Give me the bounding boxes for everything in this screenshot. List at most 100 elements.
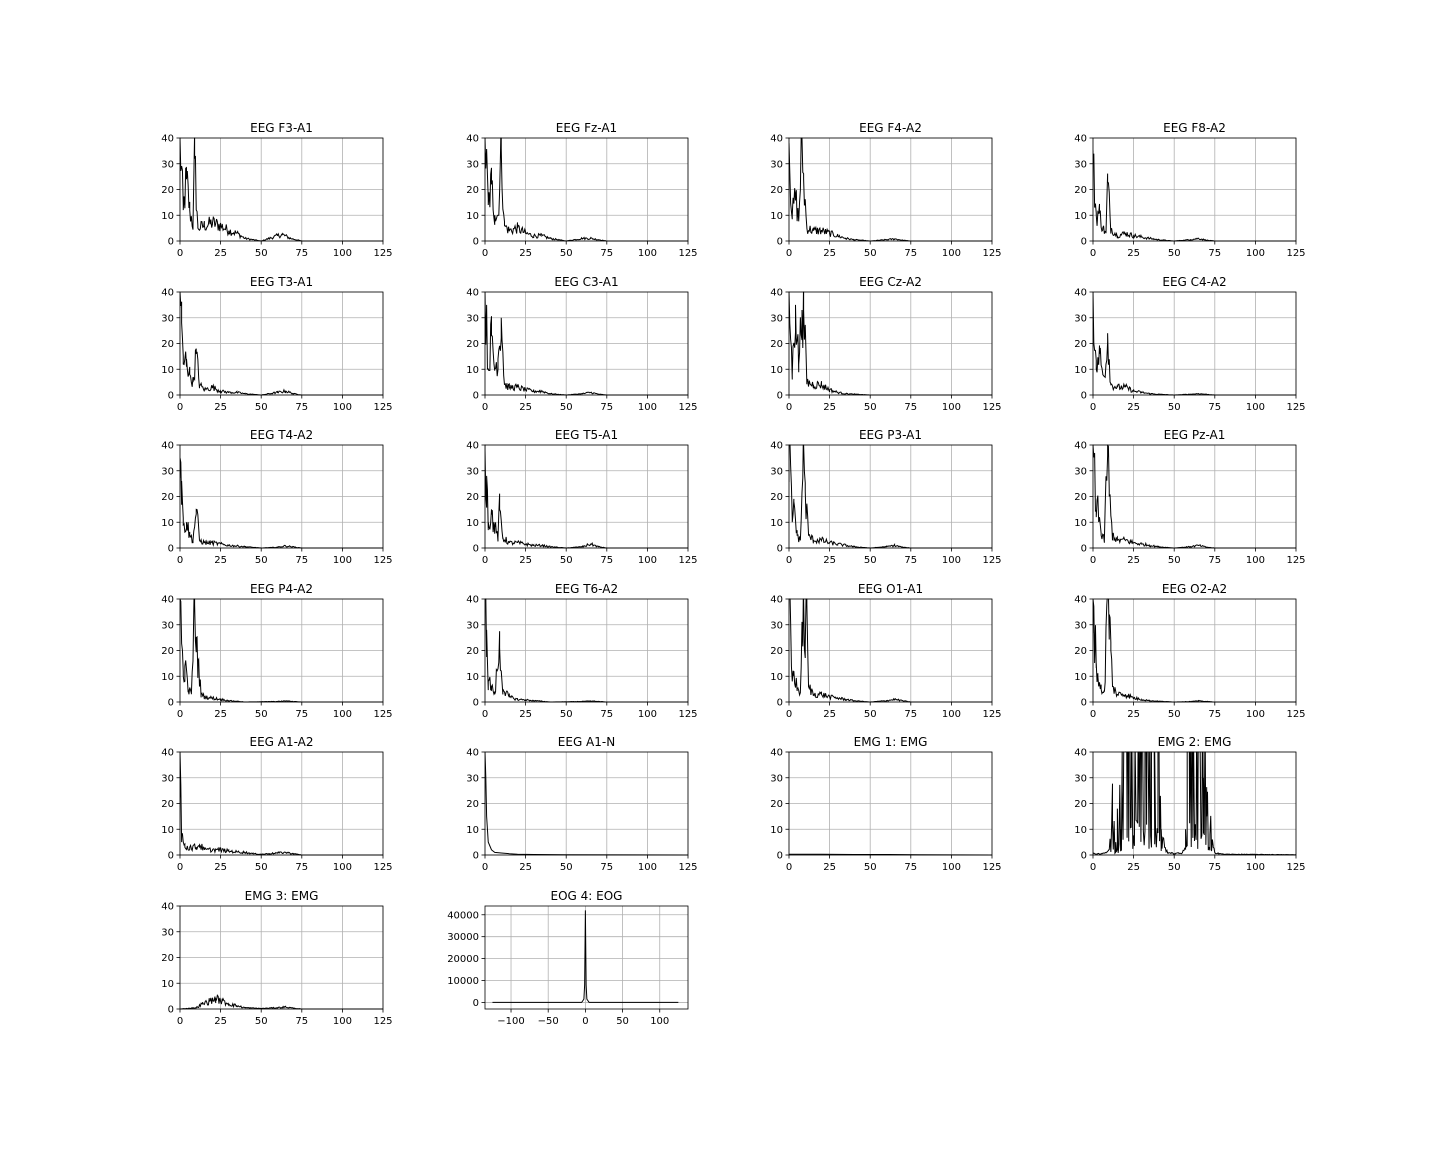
- y-tick-label: 10: [770, 672, 783, 683]
- y-tick-label: 0: [777, 851, 783, 862]
- x-tick-label: 75: [904, 402, 917, 413]
- axes-frame: [484, 905, 689, 1010]
- x-tick-label: 100: [942, 862, 961, 873]
- subplot-eeg-t6-a2: 0 25 50 75 100 125 0 10 20 30 40 EEG T6-A2: [466, 582, 697, 720]
- x-tick-label: 125: [982, 555, 1001, 566]
- y-tick-label: 0: [1081, 851, 1087, 862]
- x-tick-label: 100: [942, 709, 961, 720]
- x-tick-label: 50: [560, 402, 573, 413]
- series-line-eeg-a1-n: [485, 751, 688, 856]
- subplot-title: EEG A1-N: [558, 735, 615, 749]
- x-tick-label: 100: [1246, 862, 1265, 873]
- y-tick-label: 10000: [447, 976, 479, 987]
- x-tick-label: 50: [864, 709, 877, 720]
- subplot-eeg-t3-a1: 0 25 50 75 100 125 0 10 20 30 40 EEG T3-A1: [161, 275, 392, 413]
- x-tick-label: 100: [333, 862, 352, 873]
- subplot-title: EEG O1-A1: [858, 582, 923, 596]
- x-tick-label: 125: [678, 248, 697, 259]
- subplot-eeg-pz-a1: 0 25 50 75 100 125 0 10 20 30 40 EEG Pz-A1: [1074, 428, 1305, 566]
- y-tick-label: 40: [161, 595, 174, 606]
- y-tick-label: 10: [161, 365, 174, 376]
- y-tick-label: 30: [770, 159, 783, 170]
- subplot-emg-3-emg: 0 25 50 75 100 125 0 10 20 30 40 EMG 3: EMG: [161, 889, 392, 1027]
- x-tick-label: 75: [1208, 402, 1221, 413]
- x-tick-label: 0: [177, 248, 183, 259]
- y-tick-label: 40: [1074, 748, 1087, 759]
- y-tick-label: 0: [473, 391, 479, 402]
- y-tick-label: 10: [161, 211, 174, 222]
- subplot-eeg-p4-a2: 0 25 50 75 100 125 0 10 20 30 40 EEG P4-A2: [161, 582, 392, 720]
- x-tick-label: 0: [482, 555, 488, 566]
- y-tick-label: 20: [161, 953, 174, 964]
- y-tick-label: 0: [168, 698, 174, 709]
- x-tick-label: 125: [1286, 709, 1305, 720]
- y-tick-label: 40: [161, 902, 174, 913]
- y-tick-label: 40: [161, 748, 174, 759]
- x-tick-label: 100: [333, 248, 352, 259]
- x-tick-label: 25: [1127, 555, 1140, 566]
- y-tick-label: 40: [1074, 441, 1087, 452]
- y-tick-label: 0: [777, 237, 783, 248]
- x-tick-label: 0: [786, 555, 792, 566]
- y-tick-label: 40: [770, 134, 783, 145]
- x-tick-label: 50: [1168, 555, 1181, 566]
- x-tick-label: −50: [538, 1016, 559, 1027]
- y-tick-label: 40: [770, 441, 783, 452]
- y-tick-label: 30: [770, 773, 783, 784]
- y-tick-label: 40: [770, 288, 783, 299]
- y-tick-label: 30: [770, 313, 783, 324]
- x-tick-label: 125: [678, 555, 697, 566]
- x-tick-label: 50: [255, 555, 268, 566]
- x-tick-label: 25: [214, 862, 227, 873]
- x-tick-label: 50: [616, 1016, 629, 1027]
- x-tick-label: 50: [1168, 862, 1181, 873]
- subplot-eeg-fz-a1: 0 25 50 75 100 125 0 10 20 30 40 EEG Fz-A1: [466, 121, 697, 259]
- subplot-eeg-t4-a2: 0 25 50 75 100 125 0 10 20 30 40 EEG T4-A2: [161, 428, 392, 566]
- subplot-title: EEG T5-A1: [555, 428, 618, 442]
- x-tick-label: 0: [1090, 555, 1096, 566]
- x-tick-label: 25: [519, 402, 532, 413]
- y-tick-label: 20: [1074, 492, 1087, 503]
- x-tick-label: 100: [1246, 248, 1265, 259]
- subplot-eeg-f8-a2: 0 25 50 75 100 125 0 10 20 30 40 EEG F8-A2: [1074, 121, 1305, 259]
- y-tick-label: 20: [770, 339, 783, 350]
- x-tick-label: 100: [333, 1016, 352, 1027]
- y-tick-label: 20: [770, 799, 783, 810]
- x-tick-label: 125: [1286, 555, 1305, 566]
- subplot-title: EMG 2: EMG: [1158, 735, 1232, 749]
- x-tick-label: 125: [373, 402, 392, 413]
- subplot-eeg-f4-a2: 0 25 50 75 100 125 0 10 20 30 40 EEG F4-A2: [770, 121, 1001, 259]
- x-tick-label: 0: [177, 1016, 183, 1027]
- y-tick-label: 40: [770, 748, 783, 759]
- y-tick-label: 20: [1074, 799, 1087, 810]
- y-tick-label: 20: [466, 799, 479, 810]
- x-tick-label: 0: [177, 862, 183, 873]
- y-tick-label: 10: [161, 518, 174, 529]
- subplot-eeg-a1-a2: 0 25 50 75 100 125 0 10 20 30 40 EEG A1-A2: [161, 735, 392, 873]
- y-tick-label: 30: [466, 773, 479, 784]
- x-tick-label: 75: [295, 402, 308, 413]
- x-tick-label: 100: [942, 555, 961, 566]
- x-tick-label: 25: [214, 248, 227, 259]
- y-tick-label: 30: [1074, 773, 1087, 784]
- x-tick-label: 100: [638, 402, 657, 413]
- y-tick-label: 40000: [447, 910, 479, 921]
- subplot-title: EEG P3-A1: [859, 428, 922, 442]
- y-tick-label: 20: [466, 185, 479, 196]
- x-tick-label: 75: [1208, 862, 1221, 873]
- x-tick-label: 25: [823, 402, 836, 413]
- x-tick-label: 50: [1168, 402, 1181, 413]
- subplot-eeg-cz-a2: 0 25 50 75 100 125 0 10 20 30 40 EEG Cz-A2: [770, 275, 1001, 413]
- x-tick-label: 75: [1208, 248, 1221, 259]
- subplot-eeg-a1-n: 0 25 50 75 100 125 0 10 20 30 40 EEG A1-N: [466, 735, 697, 873]
- x-tick-label: −100: [497, 1016, 524, 1027]
- y-tick-label: 40: [1074, 595, 1087, 606]
- x-tick-label: 25: [1127, 402, 1140, 413]
- y-tick-label: 40: [466, 595, 479, 606]
- y-tick-label: 20: [770, 185, 783, 196]
- x-tick-label: 75: [600, 862, 613, 873]
- y-tick-label: 20: [466, 339, 479, 350]
- y-tick-label: 20: [466, 492, 479, 503]
- x-tick-label: 50: [864, 402, 877, 413]
- y-tick-label: 20: [161, 185, 174, 196]
